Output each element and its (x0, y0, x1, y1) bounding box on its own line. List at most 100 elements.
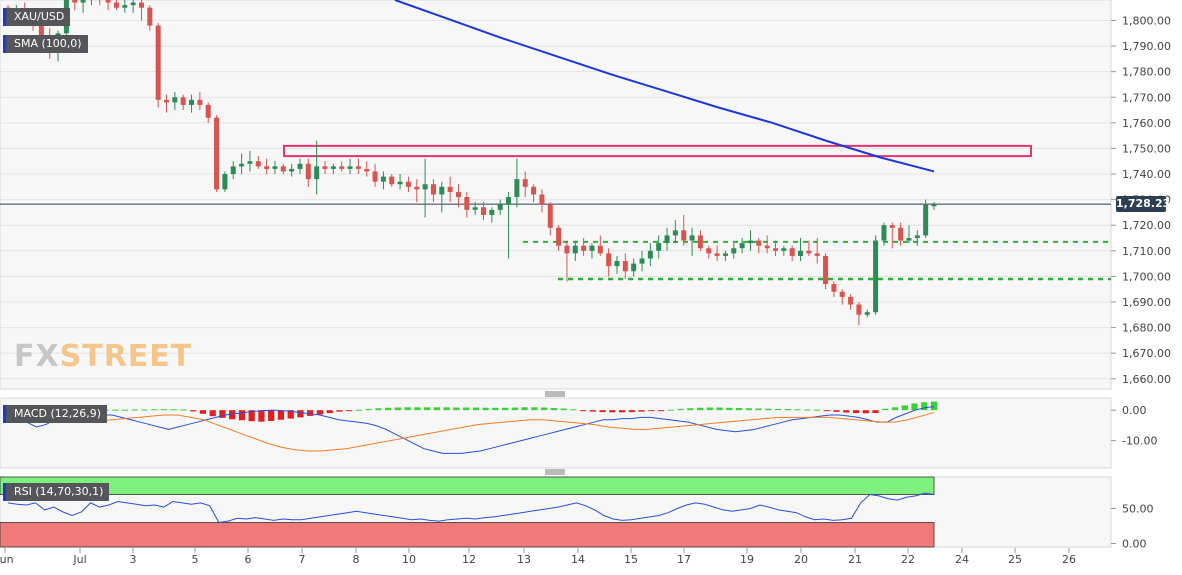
bull-candle (380, 176, 386, 182)
macd-hist-negative (229, 410, 236, 420)
bull-candle (272, 166, 278, 169)
macd-hist-positive (141, 409, 148, 411)
bull-candle (781, 248, 787, 251)
bear-candle (72, 0, 78, 3)
macd-hist-negative (297, 410, 304, 418)
macd-hist-positive (706, 407, 713, 411)
bear-candle (214, 117, 220, 190)
macd-hist-positive (453, 407, 460, 411)
macd-hist-positive (560, 408, 567, 411)
macd-indicator-label[interactable]: MACD (12,26,9) (3, 405, 108, 423)
bull-candle (572, 245, 578, 254)
macd-hist-positive (131, 409, 138, 411)
x-tick-label: 25 (1008, 553, 1022, 566)
bull-candle (722, 253, 728, 256)
bear-candle (280, 166, 286, 172)
bear-candle (581, 245, 587, 251)
macd-hist-positive (492, 407, 499, 411)
resistance-zone (283, 144, 1032, 158)
macd-hist-positive (550, 408, 557, 411)
bear-candle (414, 186, 420, 190)
rsi-tick-label: 0.00 (1122, 538, 1147, 551)
price-tick-label: 1,760.00 (1122, 117, 1171, 130)
macd-hist-negative (589, 410, 596, 412)
rsi-tick-label: 50.00 (1122, 503, 1154, 516)
last-price-label: 1,728.23 (1116, 196, 1171, 213)
macd-hist-negative (872, 410, 879, 414)
macd-hist-negative (823, 410, 830, 412)
bull-candle (314, 166, 320, 180)
macd-tick-label: 0.00 (1122, 404, 1147, 417)
macd-hist-negative (346, 410, 353, 412)
bear-candle (322, 166, 328, 169)
bull-candle (439, 186, 445, 195)
bull-candle (881, 225, 887, 241)
bull-candle (614, 261, 620, 267)
bull-candle (497, 204, 503, 210)
macd-resize-handle[interactable] (545, 391, 565, 397)
sma-indicator-label[interactable]: SMA (100,0) (3, 35, 88, 53)
price-tick-label: 1,800.00 (1122, 14, 1171, 27)
x-tick-label: 14 (571, 553, 585, 566)
bear-candle (898, 227, 904, 241)
bear-candle (205, 104, 211, 118)
x-tick-label: Jun (0, 553, 14, 566)
macd-hist-positive (151, 409, 158, 411)
macd-hist-positive (375, 408, 382, 411)
bull-candle (514, 179, 520, 198)
bear-candle (814, 253, 820, 256)
bear-candle (430, 184, 436, 195)
macd-hist-positive (180, 409, 187, 411)
macd-hist-positive (930, 401, 938, 411)
bull-candle (656, 243, 662, 251)
macd-hist-negative (599, 410, 606, 413)
bear-candle (839, 291, 845, 297)
macd-tick-label: -10.00 (1122, 435, 1157, 448)
macd-hist-negative (618, 410, 626, 413)
macd-hist-positive (696, 407, 704, 411)
bear-candle (164, 99, 170, 103)
rsi-resize-handle[interactable] (545, 469, 565, 475)
bear-candle (364, 168, 370, 172)
macd-hist-positive (414, 407, 421, 411)
macd-hist-positive (170, 409, 177, 411)
price-tick-label: 1,700.00 (1122, 270, 1171, 283)
macd-hist-positive (121, 409, 129, 411)
macd-line (7, 406, 935, 454)
macd-hist-positive (355, 409, 363, 411)
bull-candle (247, 161, 253, 164)
bear-candle (889, 225, 895, 228)
bull-candle (297, 163, 303, 169)
bear-candle (481, 207, 487, 215)
rsi-indicator-label[interactable]: RSI (14,70,30,1) (3, 483, 110, 501)
bear-candle (831, 284, 837, 292)
macd-hist-positive (511, 407, 518, 411)
bull-candle (472, 207, 478, 210)
macd-hist-negative (638, 410, 645, 412)
macd-hist-positive (394, 407, 402, 411)
bear-candle (455, 191, 461, 198)
bear-candle (706, 248, 712, 254)
bull-candle (906, 238, 912, 241)
bear-candle (697, 235, 703, 249)
macd-hist-positive (667, 409, 674, 411)
bull-candle (189, 99, 195, 105)
rsi-line (7, 492, 935, 524)
macd-hist-negative (307, 410, 314, 416)
x-tick-label: 15 (624, 553, 638, 566)
bull-candle (672, 230, 678, 236)
bull-candle (239, 163, 245, 167)
price-panel (0, 0, 1112, 390)
bear-candle (522, 179, 528, 187)
macd-hist-positive (755, 408, 762, 411)
x-tick-label: 10 (402, 553, 416, 566)
bear-candle (622, 261, 628, 272)
bear-candle (389, 176, 395, 185)
macd-hist-negative (258, 410, 265, 422)
symbol-label[interactable]: XAU/USD (3, 8, 71, 26)
price-tick-label: 1,670.00 (1122, 347, 1171, 360)
bear-candle (764, 245, 770, 249)
bull-candle (647, 250, 653, 259)
macd-hist-positive (774, 408, 782, 411)
price-tick-label: 1,690.00 (1122, 296, 1171, 309)
